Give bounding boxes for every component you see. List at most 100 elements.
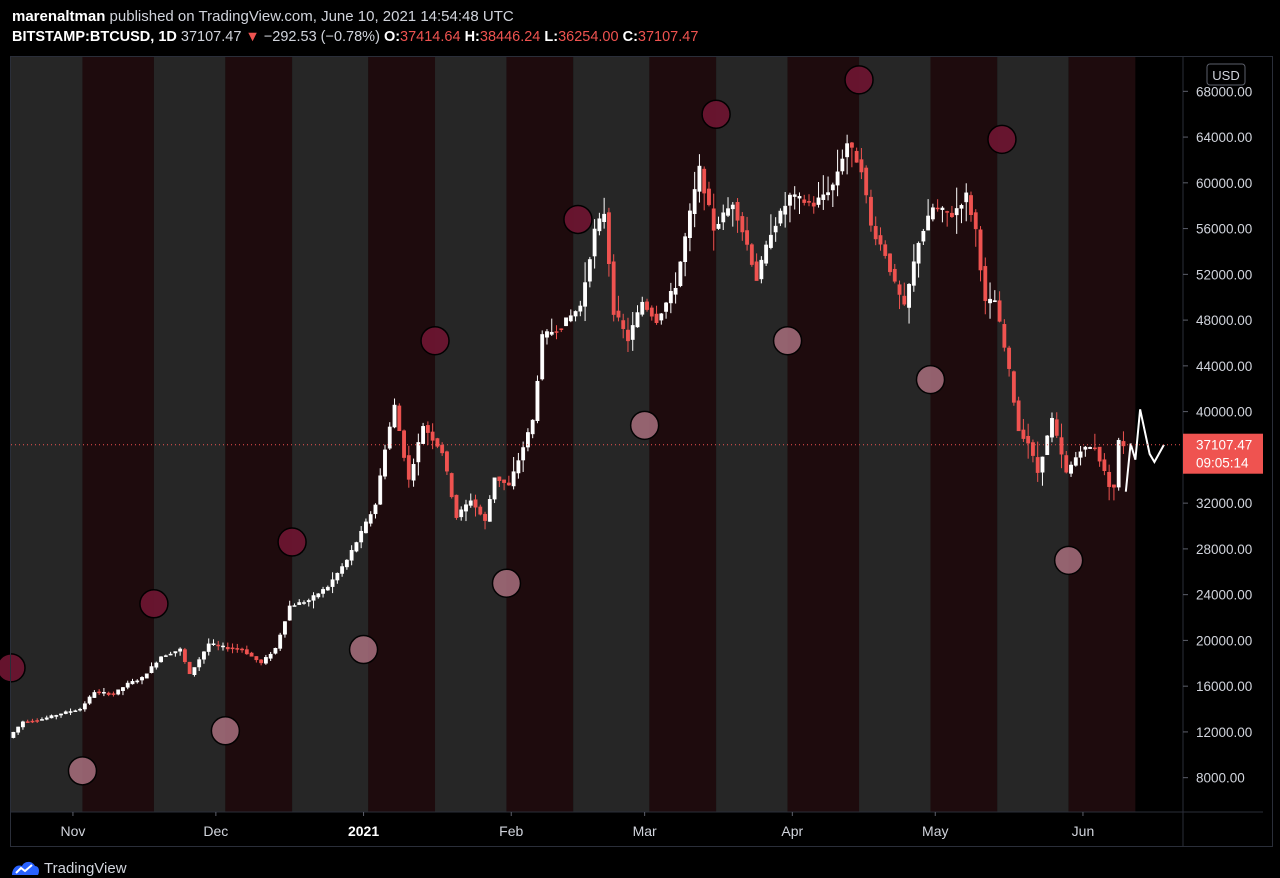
candle-body[interactable] <box>621 320 626 329</box>
candle-body[interactable] <box>445 451 449 472</box>
candle-body[interactable] <box>340 566 345 574</box>
cycle-marker[interactable] <box>420 325 450 356</box>
candle-body[interactable] <box>144 673 149 679</box>
candle-body[interactable] <box>545 331 549 338</box>
candle-body[interactable] <box>730 204 735 210</box>
candle-body[interactable] <box>321 589 325 594</box>
candle-body[interactable] <box>259 659 264 664</box>
candle-body[interactable] <box>483 513 487 521</box>
candle-body[interactable] <box>1092 447 1097 450</box>
candle-body[interactable] <box>854 150 859 163</box>
candle-body[interactable] <box>316 593 321 598</box>
candle-body[interactable] <box>973 212 978 230</box>
candle-body[interactable] <box>292 605 297 607</box>
candle-body[interactable] <box>673 287 678 295</box>
candle-body[interactable] <box>278 634 283 649</box>
candle-body[interactable] <box>678 261 683 287</box>
cycle-marker[interactable] <box>915 364 946 395</box>
candle-body[interactable] <box>425 425 430 433</box>
candle-body[interactable] <box>859 159 864 173</box>
candle-body[interactable] <box>1083 446 1088 450</box>
candle-body[interactable] <box>735 202 740 221</box>
candle-body[interactable] <box>778 210 783 224</box>
candle-body[interactable] <box>464 504 468 512</box>
candle-body[interactable] <box>964 192 969 203</box>
candle-body[interactable] <box>435 438 440 447</box>
cycle-marker[interactable] <box>277 527 307 557</box>
cycle-marker[interactable] <box>563 204 593 235</box>
cycle-marker[interactable] <box>67 756 98 786</box>
candle-body[interactable] <box>807 201 811 203</box>
candle-body[interactable] <box>349 550 354 561</box>
candle-body[interactable] <box>1102 459 1107 471</box>
candle-body[interactable] <box>197 659 202 668</box>
cycle-marker[interactable] <box>1053 545 1084 576</box>
candle-body[interactable] <box>87 696 92 704</box>
candle-body[interactable] <box>1059 437 1064 455</box>
candle-body[interactable] <box>611 261 616 315</box>
projection-path[interactable] <box>1124 409 1165 492</box>
candle-body[interactable] <box>254 656 259 661</box>
candle-body[interactable] <box>11 731 16 738</box>
candle-body[interactable] <box>383 449 387 477</box>
candle-body[interactable] <box>416 442 421 463</box>
candle-body[interactable] <box>726 208 730 216</box>
candle-body[interactable] <box>1073 457 1078 466</box>
candle-body[interactable] <box>392 404 397 428</box>
candle-body[interactable] <box>549 331 554 335</box>
candle-body[interactable] <box>121 687 125 691</box>
candle-body[interactable] <box>954 208 959 216</box>
cycle-marker[interactable] <box>629 410 660 441</box>
candle-body[interactable] <box>1121 441 1126 447</box>
cycle-marker[interactable] <box>210 716 241 746</box>
candle-body[interactable] <box>802 199 807 203</box>
candle-body[interactable] <box>816 197 821 205</box>
candle-body[interactable] <box>221 645 225 648</box>
candle-body[interactable] <box>630 325 635 340</box>
candle-body[interactable] <box>273 647 278 654</box>
candle-body[interactable] <box>754 261 759 281</box>
candle-body[interactable] <box>664 302 668 312</box>
candle-body[interactable] <box>354 542 359 552</box>
cycle-marker[interactable] <box>0 653 26 683</box>
candle-body[interactable] <box>930 207 935 220</box>
candle-body[interactable] <box>178 648 183 652</box>
candle-body[interactable] <box>287 605 292 621</box>
candle-body[interactable] <box>249 652 254 657</box>
candle-body[interactable] <box>597 218 602 232</box>
candle-body[interactable] <box>697 165 702 192</box>
candle-body[interactable] <box>240 648 244 651</box>
candle-body[interactable] <box>378 475 383 505</box>
publisher-name[interactable]: marenaltman <box>12 8 106 25</box>
candle-body[interactable] <box>540 334 545 380</box>
candle-body[interactable] <box>149 666 154 673</box>
candle-body[interactable] <box>325 586 330 591</box>
candle-body[interactable] <box>740 216 745 233</box>
candle-body[interactable] <box>330 579 335 587</box>
candle-body[interactable] <box>173 651 178 654</box>
candle-body[interactable] <box>716 223 721 229</box>
candle-body[interactable] <box>82 703 87 710</box>
candle-body[interactable] <box>1035 457 1040 473</box>
candle-body[interactable] <box>616 310 621 318</box>
candle-body[interactable] <box>459 509 464 518</box>
candle-body[interactable] <box>63 711 68 714</box>
candle-body[interactable] <box>578 305 583 312</box>
candle-body[interactable] <box>468 500 473 506</box>
candle-body[interactable] <box>154 662 159 668</box>
candle-body[interactable] <box>35 720 40 722</box>
candle-body[interactable] <box>68 711 73 713</box>
candle-body[interactable] <box>225 647 230 650</box>
candle-body[interactable] <box>573 311 578 317</box>
candle-body[interactable] <box>216 644 221 647</box>
candle-body[interactable] <box>892 268 897 282</box>
cycle-marker[interactable] <box>844 65 874 95</box>
candle-body[interactable] <box>711 208 716 231</box>
candle-body[interactable] <box>283 621 287 635</box>
candle-body[interactable] <box>840 158 845 172</box>
candle-body[interactable] <box>106 692 111 695</box>
candle-body[interactable] <box>111 693 116 695</box>
candle-body[interactable] <box>421 426 426 444</box>
candle-body[interactable] <box>1011 371 1016 403</box>
